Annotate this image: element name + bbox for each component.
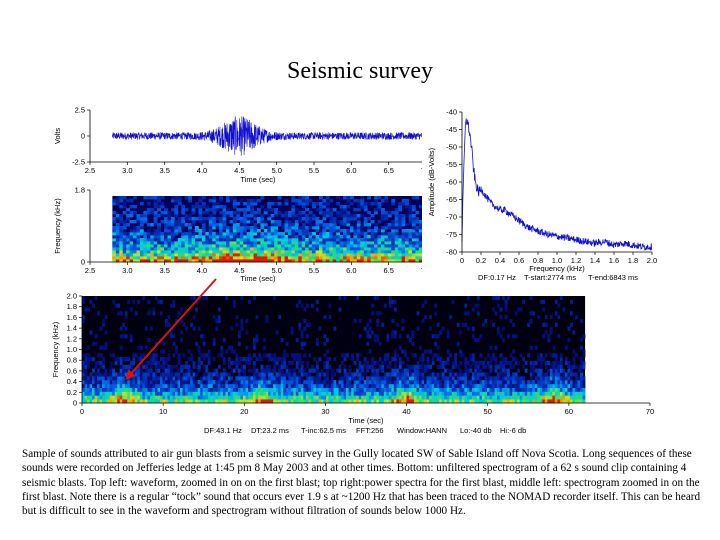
x-tick-label: 10 <box>159 407 167 416</box>
spectrogram-info-item: Lo:-40 db <box>460 426 492 435</box>
y-tick-label: -65 <box>446 195 457 204</box>
spectrum-info-tend: T-end:6843 ms <box>588 273 638 282</box>
x-tick-label: 1.6 <box>609 256 619 265</box>
y-axis-label: Volts <box>53 128 62 145</box>
x-tick-label: 0.8 <box>533 256 543 265</box>
x-tick-label: 40 <box>402 407 410 416</box>
x-tick-label: 7.0 <box>421 266 422 275</box>
power-spectrum-chart: 0 0.2 0.4 0.6 0.8 1.0 1.2 1.4 1.6 1.8 2.0 -40 -45 -50… <box>427 108 657 283</box>
spectrum-info-tstart: T-start:2774 ms <box>524 273 576 282</box>
spectrogram-info-item: FFT:256 <box>356 426 384 435</box>
x-tick-label: 1.4 <box>590 256 600 265</box>
y-tick-label: -75 <box>446 230 457 239</box>
y-tick-label: -55 <box>446 160 457 169</box>
spectrogram-info-item: Hi:-6 db <box>500 426 526 435</box>
y-tick-label: -40 <box>446 108 457 117</box>
x-tick-label: 5.0 <box>271 166 281 175</box>
x-tick-label: 4.0 <box>197 266 207 275</box>
x-tick-label: 1.8 <box>628 256 638 265</box>
waveform-series <box>112 116 422 156</box>
y-tick-label: -45 <box>446 125 457 134</box>
y-tick-label: 1.0 <box>67 345 77 354</box>
y-tick-label: 1.8 <box>75 186 85 195</box>
x-tick-label: 6.5 <box>383 266 393 275</box>
power-spectrum-series <box>461 118 653 251</box>
y-tick-label: 1.4 <box>67 324 77 333</box>
spectrogram-info-item: T-inc:62.5 ms <box>301 426 346 435</box>
arrow-line <box>125 278 217 380</box>
y-tick-label: -60 <box>446 178 457 187</box>
spectrogram-info-item: DF:43.1 Hz <box>204 426 242 435</box>
x-tick-label: 3.0 <box>122 266 132 275</box>
x-tick-label: 5.5 <box>309 166 319 175</box>
y-tick-label: 0 <box>73 399 77 408</box>
x-tick-label: 5.0 <box>271 266 281 275</box>
x-tick-label: 4.5 <box>234 266 244 275</box>
x-tick-label: 70 <box>646 407 654 416</box>
x-tick-label: 30 <box>321 407 329 416</box>
x-tick-label: 6.0 <box>346 166 356 175</box>
x-tick-label: 2.0 <box>647 256 657 265</box>
x-axis-label: Frequency (kHz) <box>529 264 585 273</box>
x-tick-label: 3.5 <box>159 166 169 175</box>
x-tick-label: 0.6 <box>514 256 524 265</box>
y-tick-label: -50 <box>446 143 457 152</box>
x-axis-label: Time (sec) <box>240 274 276 283</box>
spectrogram-zoom-cells <box>112 196 422 263</box>
spectrum-info-df: DF:0.17 Hz <box>478 273 516 282</box>
x-tick-label: 3.0 <box>122 166 132 175</box>
x-tick-label: 20 <box>240 407 248 416</box>
spectrogram-zoom-chart: 2.5 3.0 3.5 4.0 4.5 5.0 5.5 6.0 6.5 7.0 1.8 0 Time (… <box>53 186 422 283</box>
x-tick-label: 0 <box>460 256 464 265</box>
x-tick-label: 60 <box>565 407 573 416</box>
x-tick-label: 1.0 <box>552 256 562 265</box>
x-tick-label: 0 <box>80 407 84 416</box>
spectrogram-full-cells <box>82 296 586 404</box>
x-tick-label: 0.4 <box>495 256 505 265</box>
x-tick-label: 0.2 <box>476 256 486 265</box>
y-tick-label: 0.6 <box>67 366 77 375</box>
spectrogram-full-chart: 0 10 20 30 40 50 60 70 2.01.8 1.6 1.41.2 1.0 0.80.6 0… <box>51 292 654 436</box>
y-tick-label: 0.2 <box>67 388 77 397</box>
y-tick-label: 1.6 <box>67 313 77 322</box>
y-axis-label: Amplitude (dB-Volts) <box>427 147 436 216</box>
y-tick-label: 0 <box>81 258 85 267</box>
x-tick-label: 2.5 <box>85 166 95 175</box>
y-tick-label: -70 <box>446 213 457 222</box>
y-tick-label: 0.8 <box>67 356 77 365</box>
x-axis-label: Time (sec) <box>348 416 384 425</box>
x-tick-label: 3.5 <box>159 266 169 275</box>
page-title: Seismic survey <box>287 58 433 84</box>
y-tick-label: 0 <box>81 132 85 141</box>
x-tick-label: 7.0 <box>421 166 422 175</box>
y-tick-label: 1.8 <box>67 302 77 311</box>
x-tick-label: 6.0 <box>346 266 356 275</box>
y-tick-label: -2.5 <box>72 158 85 167</box>
y-tick-label: 2.0 <box>67 292 77 301</box>
x-tick-label: 6.5 <box>383 166 393 175</box>
y-axis-label: Frequency (kHz) <box>51 321 60 377</box>
y-axis-label: Frequency (kHz) <box>53 198 62 254</box>
x-tick-label: 4.5 <box>234 166 244 175</box>
y-tick-label: 0.4 <box>67 377 77 386</box>
x-tick-label: 50 <box>484 407 492 416</box>
y-tick-label: 1.2 <box>67 334 77 343</box>
spectrogram-info-item: DT:23.2 ms <box>251 426 289 435</box>
waveform-chart: 2.5 3.0 3.5 4.0 4.5 5.0 5.5 6.0 6.5 7.0 2.5 0 -2.5 Ti… <box>53 106 422 184</box>
x-axis-label: Time (sec) <box>240 175 276 184</box>
spectrogram-info-item: Window:HANN <box>397 426 447 435</box>
y-tick-label: -80 <box>446 248 457 257</box>
x-tick-label: 4.0 <box>197 166 207 175</box>
x-tick-label: 5.5 <box>309 266 319 275</box>
figure-caption: Sample of sounds attributed to air gun b… <box>22 448 701 518</box>
x-tick-label: 1.2 <box>571 256 581 265</box>
x-tick-label: 2.5 <box>85 266 95 275</box>
y-tick-label: 2.5 <box>75 106 85 115</box>
